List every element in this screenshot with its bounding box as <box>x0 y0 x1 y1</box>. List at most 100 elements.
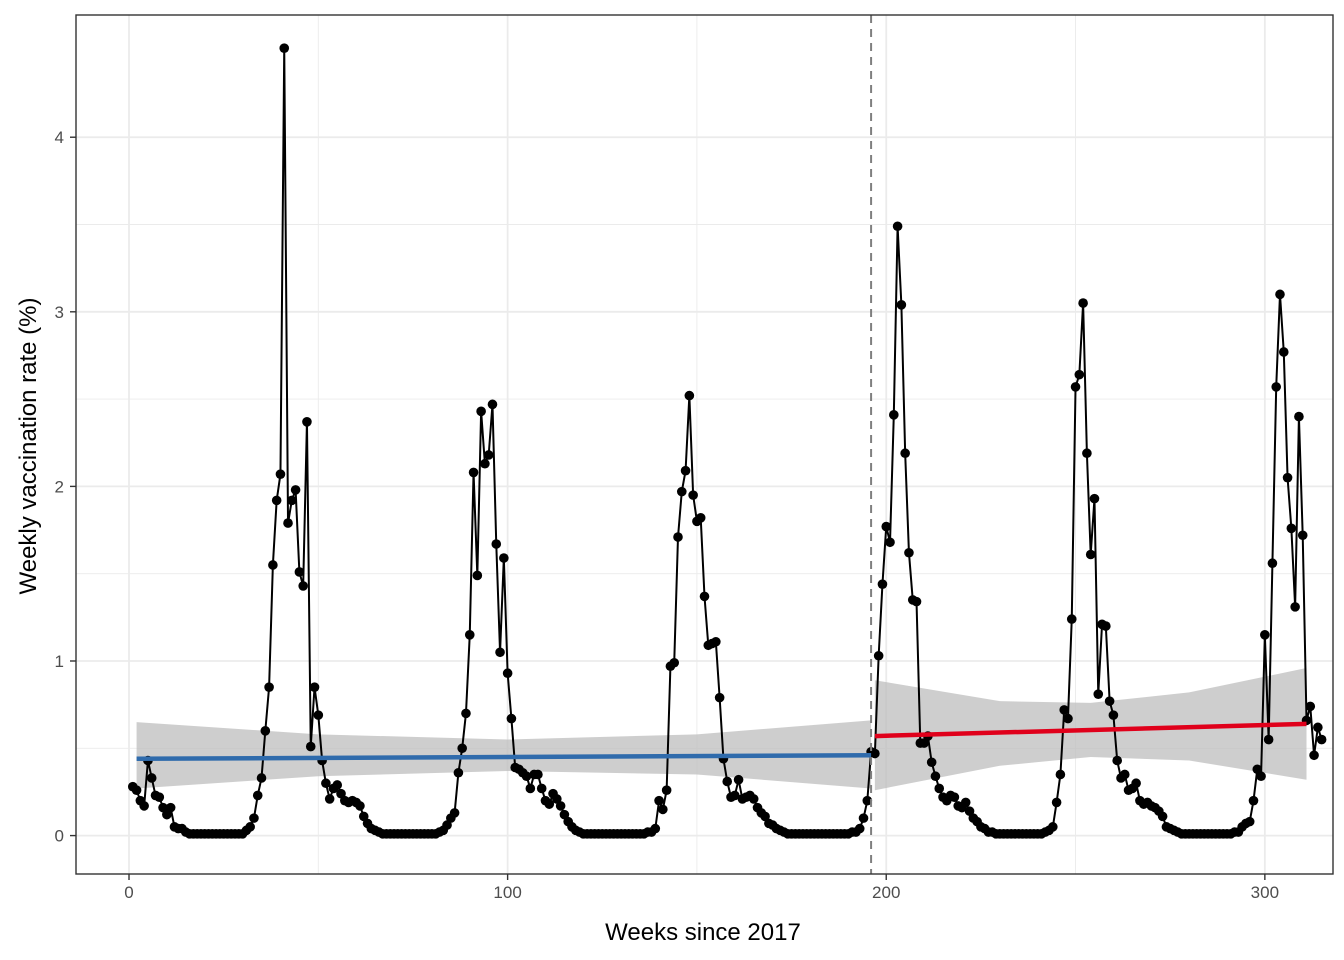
data-point <box>464 630 475 640</box>
data-point <box>324 794 335 804</box>
data-point <box>688 490 698 500</box>
data-point <box>1267 558 1278 569</box>
data-point <box>256 773 267 783</box>
data-point <box>502 668 513 679</box>
data-point <box>1119 769 1130 780</box>
data-point <box>499 553 509 563</box>
data-point <box>1101 621 1111 631</box>
data-point <box>146 773 157 783</box>
data-point <box>309 682 320 692</box>
data-point <box>1051 797 1062 808</box>
data-point <box>885 537 895 548</box>
data-point <box>748 794 759 804</box>
data-point <box>555 801 566 811</box>
data-point <box>881 521 892 532</box>
data-point <box>714 692 725 703</box>
y-tick-label: 0 <box>55 827 64 846</box>
data-point <box>506 713 517 724</box>
data-point <box>680 465 691 476</box>
data-point <box>862 795 873 806</box>
data-point <box>1271 382 1282 392</box>
data-point <box>1108 710 1119 720</box>
data-point <box>1294 411 1304 422</box>
pre-trend-line <box>136 753 872 762</box>
data-point <box>476 406 486 417</box>
y-tick-label: 4 <box>55 128 64 147</box>
data-point <box>131 785 142 795</box>
data-point <box>294 567 305 577</box>
x-axis-title: Weeks since 2017 <box>605 919 801 946</box>
data-point <box>1263 734 1274 745</box>
data-point <box>165 802 176 813</box>
data-point <box>298 581 308 591</box>
data-point <box>279 43 290 53</box>
data-point <box>1093 689 1104 699</box>
data-point <box>453 767 464 778</box>
data-point <box>260 726 271 736</box>
plot-panel: 0 100 200 300 0 1 2 3 4 <box>55 14 1334 902</box>
data-point <box>290 485 301 495</box>
data-point <box>1089 493 1100 504</box>
data-point <box>722 776 733 787</box>
data-point <box>355 801 365 811</box>
panel-border <box>75 14 1334 875</box>
data-point <box>1305 701 1316 712</box>
data-point <box>1131 778 1141 789</box>
data-point <box>268 560 278 570</box>
data-point <box>930 771 941 782</box>
data-point <box>661 785 672 795</box>
data-point <box>669 657 680 668</box>
data-point <box>305 741 316 752</box>
data-point <box>461 708 471 719</box>
data-point <box>449 808 460 818</box>
data-point <box>729 790 740 801</box>
y-tick-label: 2 <box>55 477 64 496</box>
data-point <box>676 486 687 497</box>
data-point <box>332 780 343 790</box>
data-point <box>313 710 324 720</box>
data-point <box>1278 347 1289 357</box>
data-point <box>733 774 744 785</box>
data-point <box>1297 530 1308 541</box>
data-point <box>533 769 543 780</box>
data-point <box>1282 472 1293 483</box>
data-point <box>1256 771 1266 782</box>
data-point <box>544 799 555 809</box>
data-point <box>889 410 899 420</box>
data-point <box>321 778 331 789</box>
data-point <box>1066 614 1077 624</box>
data-point <box>1260 630 1270 640</box>
data-point <box>495 647 505 658</box>
observed-points <box>127 43 1327 839</box>
x-tick-label: 300 <box>1251 883 1279 902</box>
data-point <box>1048 822 1058 832</box>
data-point <box>245 822 255 832</box>
data-point <box>673 532 683 542</box>
data-point <box>264 682 274 692</box>
data-point <box>900 448 910 459</box>
data-point <box>1112 755 1122 766</box>
data-point <box>536 783 547 794</box>
data-point <box>1157 811 1168 822</box>
data-point <box>1309 750 1319 761</box>
data-point <box>854 823 865 834</box>
data-point <box>457 743 467 754</box>
data-point <box>487 399 498 410</box>
y-tick-label: 3 <box>55 303 64 322</box>
data-point <box>1316 734 1327 745</box>
data-point <box>1078 298 1088 308</box>
x-tick-label: 100 <box>493 883 521 902</box>
data-point <box>154 792 165 802</box>
data-point <box>1059 705 1069 715</box>
data-point <box>252 790 263 801</box>
data-point <box>468 467 479 478</box>
data-point <box>695 513 706 523</box>
data-point <box>491 539 502 549</box>
data-point <box>699 591 710 602</box>
data-point <box>877 579 888 589</box>
data-point <box>472 570 483 581</box>
data-point <box>650 823 661 834</box>
data-point <box>896 300 907 310</box>
data-point <box>1082 448 1092 459</box>
